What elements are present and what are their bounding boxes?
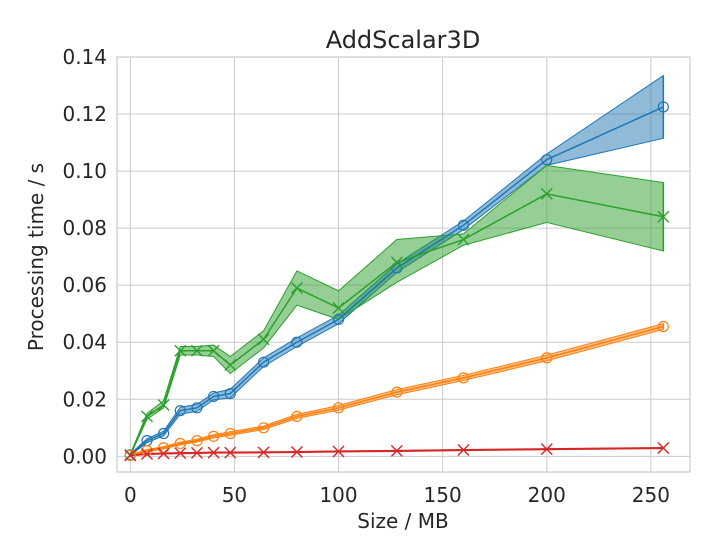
data-point-series-3 [332, 302, 345, 314]
data-point-series-4 [257, 446, 270, 459]
data-point-series-2 [224, 427, 236, 440]
y-axis-label: Processing time / s [24, 163, 48, 351]
line-series-2 [130, 325, 664, 457]
y-tick-label: 0.00 [62, 444, 107, 468]
y-tick-label: 0.06 [62, 273, 107, 297]
line-series-3 [129, 193, 664, 456]
data-point-series-1 [541, 154, 553, 166]
data-point-series-1 [158, 427, 170, 440]
data-point-series-1 [257, 356, 270, 368]
x-tick-label: 100 [319, 483, 357, 507]
data-point-series-4 [207, 446, 220, 459]
data-point-series-4 [157, 447, 170, 460]
data-point-series-3 [174, 344, 187, 357]
data-point-series-4 [332, 445, 345, 458]
plot-frame [116, 56, 691, 473]
data-point-series-2 [391, 386, 403, 398]
data-point-series-3 [207, 344, 220, 357]
data-point-series-1 [457, 219, 470, 231]
data-point-series-3 [224, 359, 237, 372]
data-point-series-3 [290, 282, 303, 295]
data-point-series-3 [457, 233, 470, 246]
data-point-series-2 [257, 422, 270, 434]
y-tick-label: 0.08 [62, 216, 107, 240]
data-point-series-3 [140, 410, 153, 423]
y-tick-label: 0.04 [62, 330, 107, 354]
data-point-series-1 [224, 387, 236, 400]
data-point-series-3 [157, 398, 170, 411]
data-point-series-4 [657, 442, 670, 455]
y-tick-label: 0.02 [62, 387, 107, 411]
line-series-4 [130, 447, 664, 457]
data-point-series-3 [540, 187, 553, 200]
x-tick-label: 150 [424, 483, 462, 507]
y-tick-label: 0.12 [62, 102, 107, 126]
data-point-series-2 [457, 372, 470, 384]
data-point-series-4 [190, 446, 203, 459]
y-tick-labels: 0.00 0.02 0.04 0.06 0.08 0.10 0.12 0.14 [62, 45, 107, 468]
data-point-series-4 [124, 449, 137, 462]
data-point-series-4 [390, 444, 403, 457]
data-point-series-2 [174, 437, 186, 450]
data-point-series-3 [257, 333, 270, 346]
series-markers [124, 101, 670, 462]
x-tick-label: 250 [632, 483, 670, 507]
data-point-series-1 [291, 336, 303, 348]
data-point-series-2 [124, 449, 136, 462]
data-point-series-4 [174, 447, 187, 460]
data-point-series-4 [140, 448, 153, 461]
x-tick-label: 0 [124, 483, 137, 507]
data-point-series-4 [540, 443, 553, 456]
data-point-series-1 [174, 405, 186, 417]
data-point-series-2 [332, 402, 345, 414]
data-point-series-1 [332, 313, 345, 326]
x-tick-labels: 0 50 100 150 200 250 [124, 483, 670, 507]
data-point-series-2 [657, 320, 669, 333]
y-tick-label: 0.10 [62, 159, 107, 183]
chart-title: AddScalar3D [326, 26, 481, 54]
x-tick-label: 50 [222, 483, 247, 507]
data-point-series-4 [457, 444, 470, 457]
data-point-series-1 [208, 390, 220, 403]
x-axis-label: Size / MB [357, 509, 448, 533]
data-point-series-1 [657, 101, 669, 113]
data-point-series-2 [141, 445, 153, 457]
x-tick-label: 200 [528, 483, 566, 507]
data-point-series-4 [290, 446, 303, 459]
data-point-series-3 [657, 210, 670, 223]
data-point-series-1 [191, 402, 203, 414]
data-point-series-2 [191, 435, 203, 447]
y-tick-label: 0.14 [62, 45, 107, 69]
data-point-series-2 [208, 430, 220, 442]
data-point-series-4 [224, 446, 237, 459]
data-point-series-2 [291, 410, 303, 422]
data-point-series-3 [190, 344, 203, 357]
data-point-series-2 [541, 352, 553, 364]
data-point-series-3 [390, 256, 403, 269]
